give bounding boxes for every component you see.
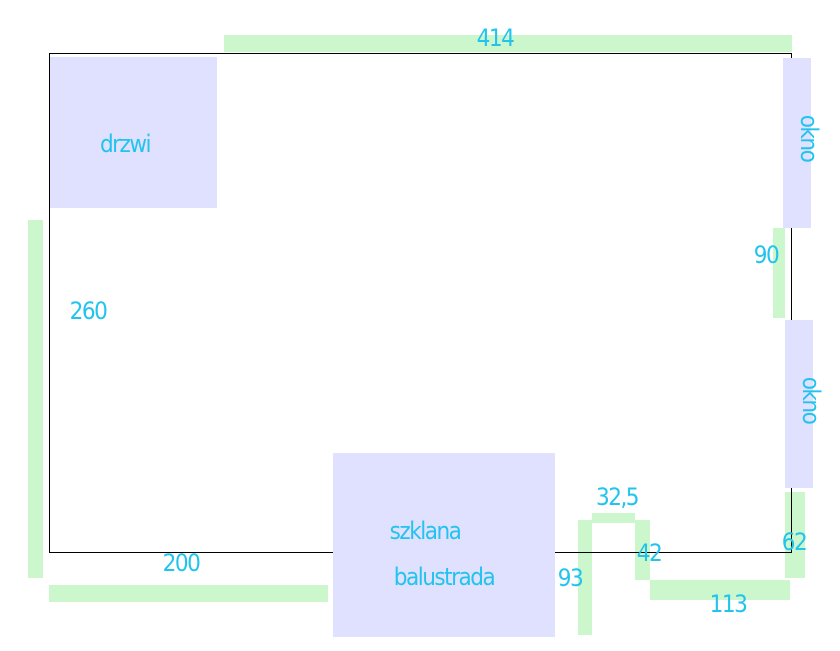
door-label: drzwi xyxy=(99,130,152,158)
dim-bar xyxy=(578,520,592,635)
dim-bar xyxy=(785,492,805,578)
dim-bar xyxy=(28,220,43,578)
dimension: 42 xyxy=(636,539,663,567)
window xyxy=(783,58,811,228)
dimension: 62 xyxy=(781,528,808,556)
dimension: 90 xyxy=(753,241,780,269)
dim-bar xyxy=(650,580,790,600)
balustrade-label: szklana xyxy=(389,517,462,545)
dimension: 93 xyxy=(557,564,584,592)
dimension: 260 xyxy=(69,297,108,325)
dimension: 32,5 xyxy=(595,483,640,511)
dim-bar xyxy=(224,35,792,52)
balustrade xyxy=(333,453,555,637)
dimension: 200 xyxy=(162,549,201,577)
dim-bar xyxy=(635,520,650,580)
dim-bar xyxy=(773,228,785,318)
window xyxy=(785,320,813,488)
window-label: okno xyxy=(795,114,823,162)
dimension: 414 xyxy=(476,24,515,52)
window-label: okno xyxy=(797,376,825,424)
dim-bar xyxy=(592,513,635,523)
dimension: 113 xyxy=(709,590,748,618)
balustrade-label: balustrada xyxy=(393,563,496,591)
door xyxy=(50,57,217,208)
dim-bar xyxy=(49,585,328,602)
